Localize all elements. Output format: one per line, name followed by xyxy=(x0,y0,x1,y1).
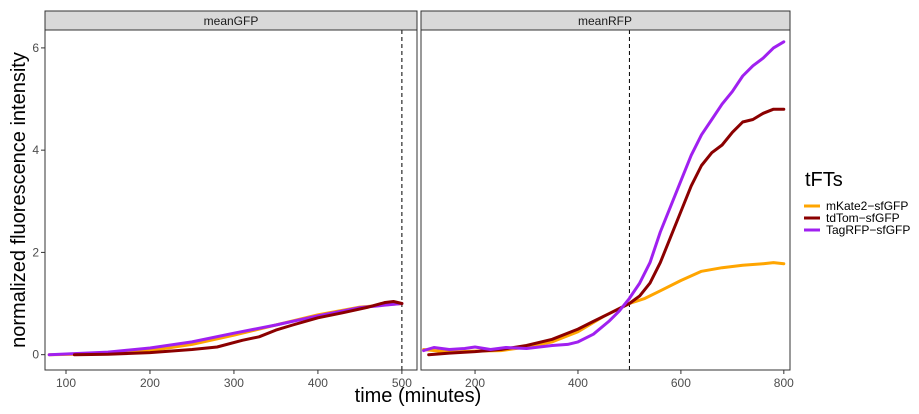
strip-label: meanGFP xyxy=(204,14,259,28)
x-tick-label: 400 xyxy=(568,376,588,390)
y-tick-label: 6 xyxy=(32,41,39,55)
x-tick-label: 500 xyxy=(392,376,412,390)
y-axis-title: normalized fluorescence intensity xyxy=(8,52,30,348)
panel-border xyxy=(44,29,418,371)
y-axis: 0 2 4 6 xyxy=(32,41,45,362)
x-tick-label: 200 xyxy=(140,376,160,390)
x-tick-label: 800 xyxy=(774,376,794,390)
x-tick-label: 200 xyxy=(465,376,485,390)
legend-label: mKate2−sfGFP xyxy=(826,199,908,213)
x-tick-label: 400 xyxy=(308,376,328,390)
x-tick-label: 100 xyxy=(56,376,76,390)
panel-meanrfp: meanRFP xyxy=(420,10,791,371)
y-tick-label: 0 xyxy=(32,348,39,362)
x-tick-label: 300 xyxy=(224,376,244,390)
x-axis-title: time (minutes) xyxy=(355,385,482,407)
legend-title: tFTs xyxy=(805,169,843,191)
series-layer xyxy=(47,30,404,370)
series-layer xyxy=(422,30,786,370)
series-line xyxy=(427,107,786,357)
x-tick-label: 600 xyxy=(671,376,691,390)
y-tick-label: 2 xyxy=(32,245,39,259)
x-axes: 100 200 300 400 500 200 400 600 800 xyxy=(56,370,794,390)
series-line xyxy=(422,40,786,353)
panel-border xyxy=(420,29,791,371)
series-line xyxy=(72,300,404,357)
legend-label: TagRFP−sfGFP xyxy=(826,223,910,237)
strip-label: meanRFP xyxy=(578,14,632,28)
series-line xyxy=(47,302,404,357)
panel-meangfp: meanGFP xyxy=(44,10,418,371)
legend-label: tdTom−sfGFP xyxy=(826,211,900,225)
y-tick-label: 4 xyxy=(32,143,39,157)
series-line xyxy=(422,261,786,354)
